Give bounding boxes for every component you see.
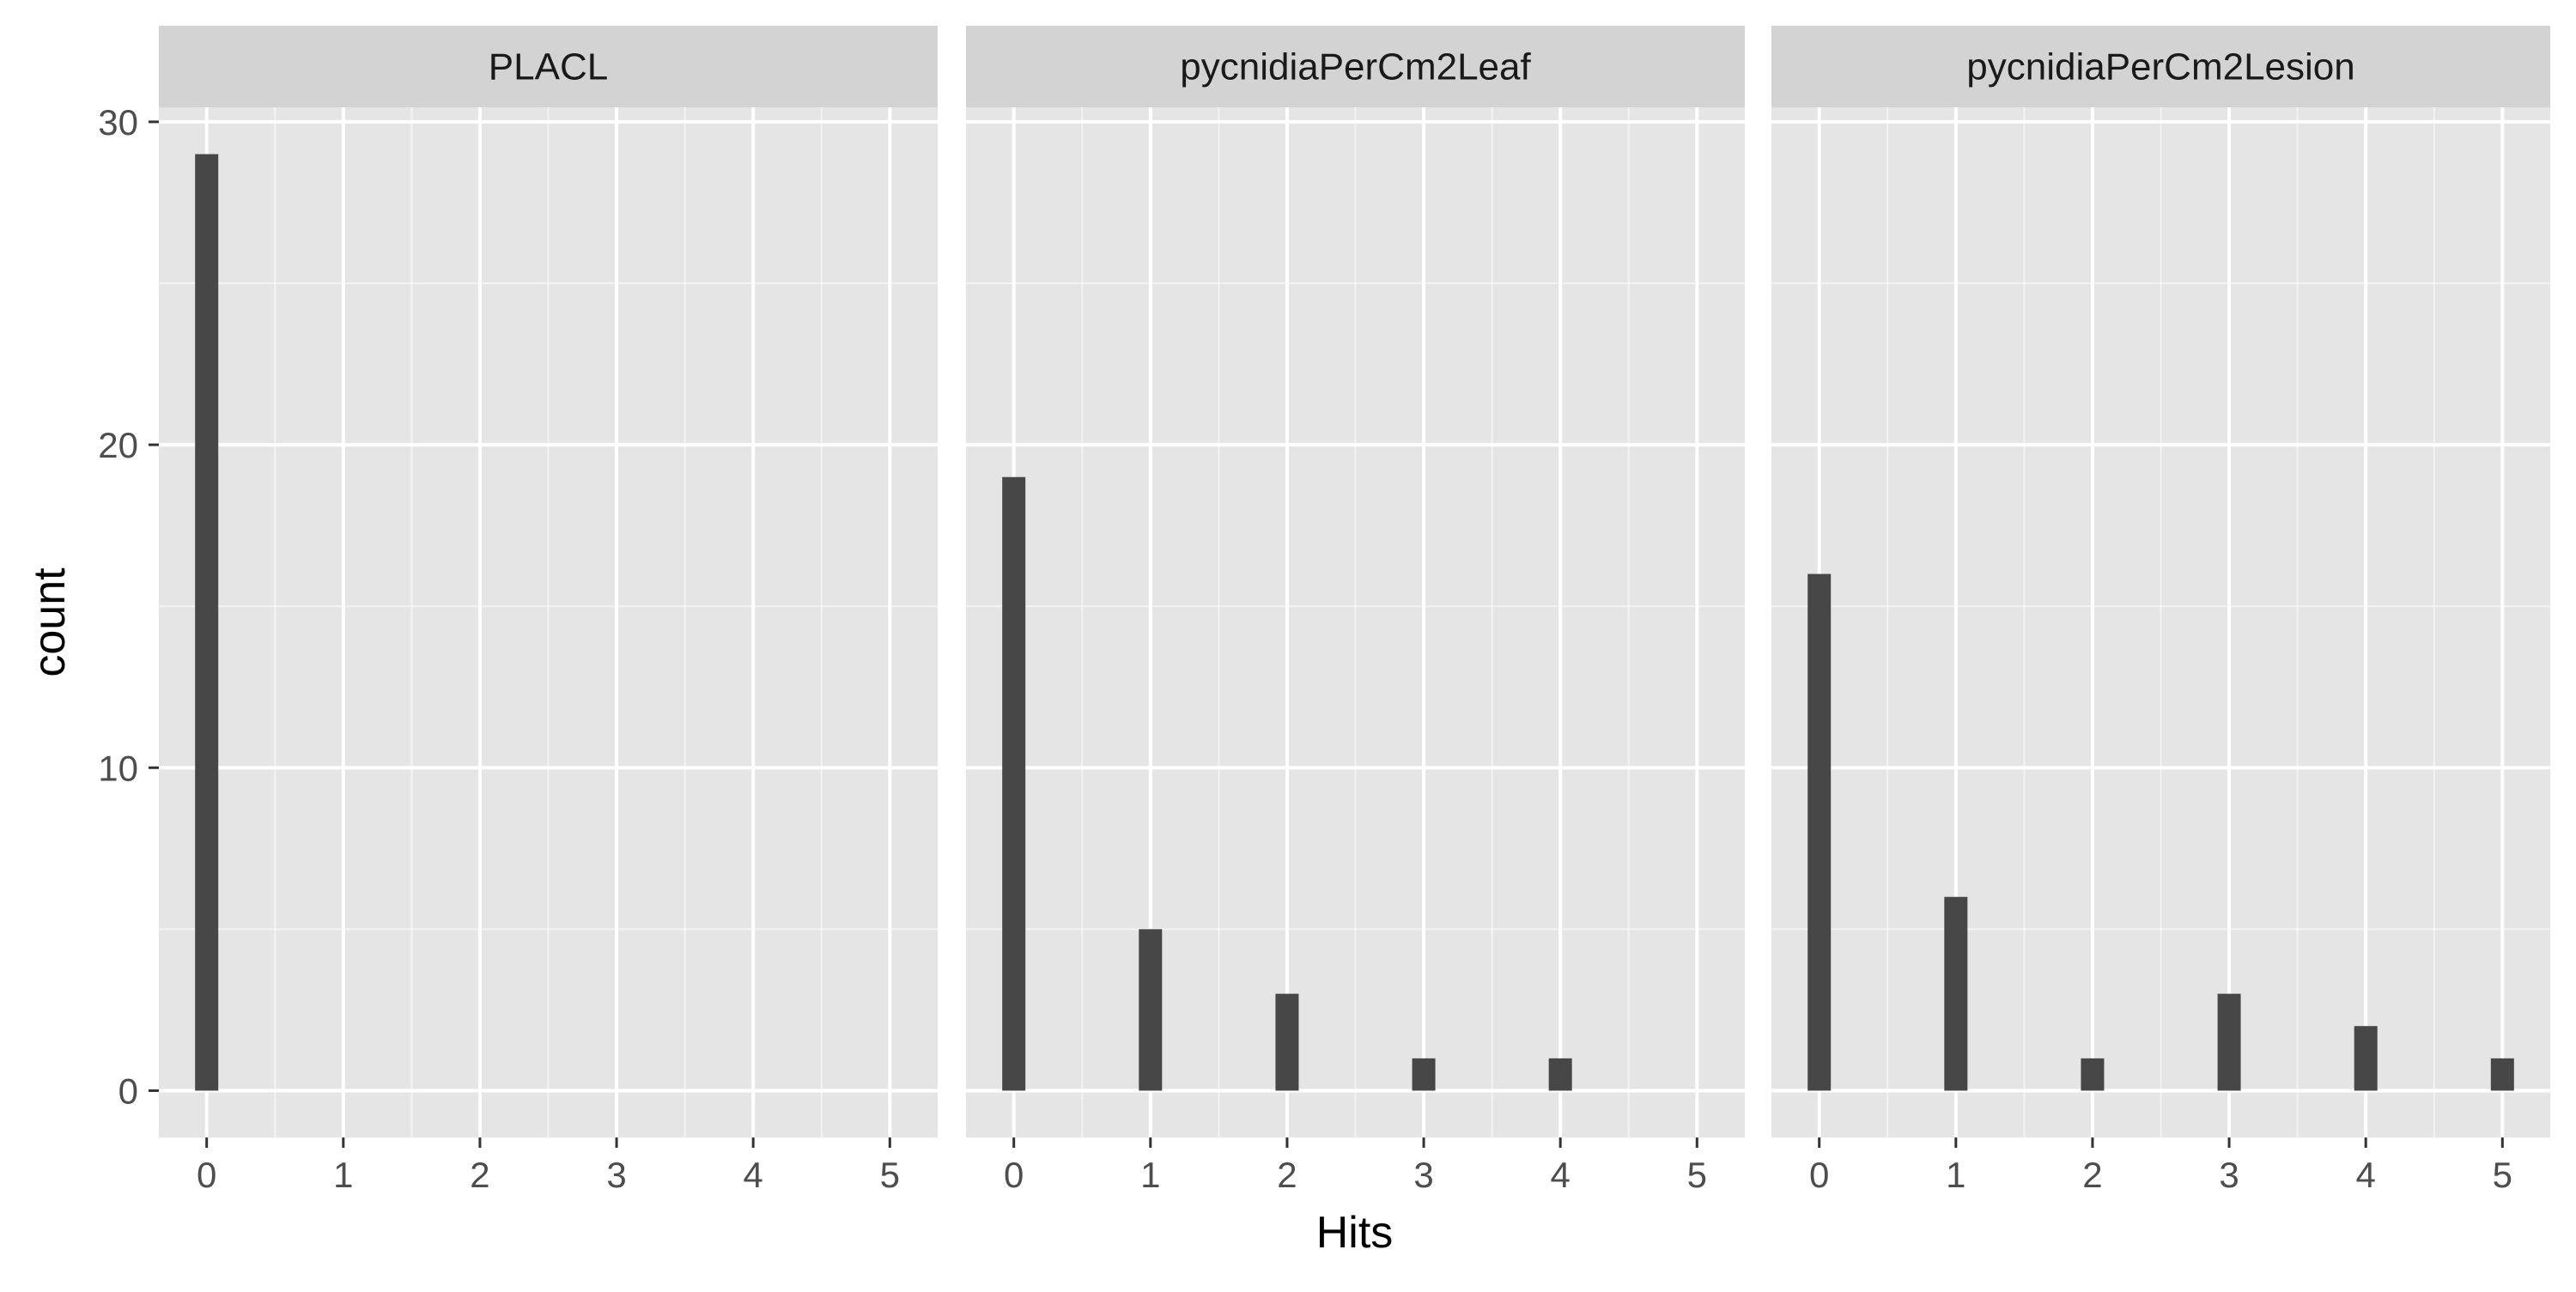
x-axis-title: Hits <box>1316 1208 1394 1258</box>
x-tick-label: 2 <box>2082 1155 2102 1195</box>
x-tick-label: 0 <box>1004 1155 1024 1195</box>
facet-strip <box>159 26 938 107</box>
y-tick-label: 20 <box>98 425 138 465</box>
y-tick-label: 30 <box>98 102 138 143</box>
histogram-bar <box>2081 1058 2105 1091</box>
x-tick-label: 2 <box>470 1155 489 1195</box>
histogram-bar <box>2490 1058 2514 1091</box>
x-tick-label: 2 <box>1277 1155 1297 1195</box>
x-tick-label: 1 <box>1140 1155 1160 1195</box>
x-tick-label: 3 <box>1413 1155 1433 1195</box>
x-tick-label: 3 <box>606 1155 626 1195</box>
facet-strip <box>966 26 1745 107</box>
x-tick-label: 4 <box>1551 1155 1571 1195</box>
y-tick-label: 10 <box>98 748 138 788</box>
facet-panel: pycnidiaPerCm2Leaf 0 1 2 3 4 5 <box>966 26 1745 1195</box>
histogram-bar <box>1139 929 1163 1091</box>
histogram-bar <box>2354 1026 2378 1091</box>
x-tick-label: 0 <box>1809 1155 1829 1195</box>
x-tick-label: 5 <box>1687 1155 1707 1195</box>
facet-panel: pycnidiaPerCm2Lesion 0 1 2 3 4 5 <box>1771 26 2550 1195</box>
histogram-bar <box>195 154 219 1091</box>
facet-strip <box>1771 26 2550 107</box>
histogram-bar <box>1412 1058 1436 1091</box>
histogram-bar <box>1807 573 1832 1091</box>
x-tick-label: 1 <box>333 1155 353 1195</box>
y-axis: 0 10 20 30 <box>98 102 159 1111</box>
facet-strip-label: PLACL <box>489 46 608 88</box>
histogram-bar <box>1275 993 1299 1091</box>
histogram-bar <box>1002 476 1026 1091</box>
x-tick-label: 5 <box>880 1155 900 1195</box>
y-axis-title: count <box>25 567 75 677</box>
x-tick-label: 4 <box>744 1155 763 1195</box>
facet-strip-label: pycnidiaPerCm2Leaf <box>1180 46 1531 88</box>
x-tick-label: 0 <box>197 1155 216 1195</box>
x-tick-label: 5 <box>2493 1155 2512 1195</box>
histogram-bar <box>1548 1058 1572 1091</box>
facet-strip-label: pycnidiaPerCm2Lesion <box>1966 46 2354 88</box>
facet-panel: PLACL 0 1 2 3 4 5 <box>159 26 938 1195</box>
histogram-bar <box>1944 896 1968 1091</box>
x-tick-label: 3 <box>2219 1155 2239 1195</box>
y-tick-label: 0 <box>118 1071 138 1111</box>
x-tick-label: 4 <box>2356 1155 2376 1195</box>
histogram-bar <box>2217 993 2241 1091</box>
x-tick-label: 1 <box>1946 1155 1965 1195</box>
